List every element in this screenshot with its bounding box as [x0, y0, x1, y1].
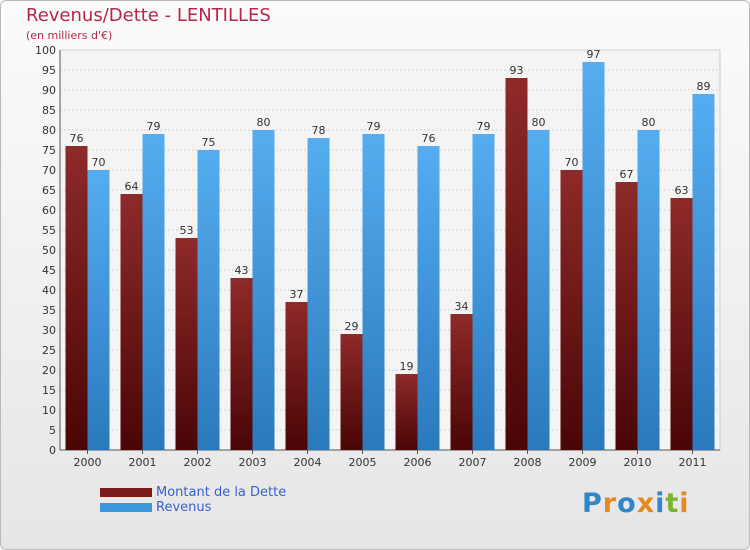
bar-revenus: [252, 130, 275, 450]
chart-legend: Montant de la Dette Revenus: [100, 485, 286, 515]
data-label-revenus: 97: [587, 48, 601, 61]
x-tick-label: 2008: [514, 456, 542, 469]
data-label-dette: 67: [620, 168, 634, 181]
data-label-revenus: 79: [477, 120, 491, 133]
y-tick-label: 25: [42, 344, 56, 357]
data-label-dette: 19: [400, 360, 414, 373]
x-tick-label: 2003: [239, 456, 267, 469]
data-label-revenus: 78: [312, 124, 326, 137]
bar-dette: [230, 278, 253, 450]
bar-dette: [285, 302, 308, 450]
bar-dette: [65, 146, 88, 450]
bar-dette: [615, 182, 638, 450]
y-tick-label: 10: [42, 404, 56, 417]
y-tick-label: 95: [42, 64, 56, 77]
bar-dette: [450, 314, 473, 450]
bar-revenus: [307, 138, 330, 450]
chart-subtitle: (en milliers d'€): [26, 29, 113, 42]
legend-label-revenus: Revenus: [156, 500, 212, 515]
data-label-revenus: 79: [367, 120, 381, 133]
data-label-revenus: 79: [147, 120, 161, 133]
y-tick-label: 35: [42, 304, 56, 317]
y-tick-label: 45: [42, 264, 56, 277]
data-label-dette: 34: [455, 300, 469, 313]
y-tick-label: 80: [42, 124, 56, 137]
data-label-revenus: 80: [532, 116, 546, 129]
y-tick-label: 20: [42, 364, 56, 377]
bar-dette: [395, 374, 418, 450]
data-label-dette: 63: [675, 184, 689, 197]
bar-dette: [505, 78, 528, 450]
bar-revenus: [637, 130, 660, 450]
data-label-revenus: 70: [92, 156, 106, 169]
y-tick-label: 85: [42, 104, 56, 117]
y-tick-label: 30: [42, 324, 56, 337]
data-label-dette: 43: [235, 264, 249, 277]
x-tick-label: 2000: [74, 456, 102, 469]
x-tick-label: 2007: [459, 456, 487, 469]
bar-dette: [670, 198, 693, 450]
bar-revenus: [362, 134, 385, 450]
bar-revenus: [472, 134, 495, 450]
x-tick-label: 2001: [129, 456, 157, 469]
bar-dette: [560, 170, 583, 450]
data-label-revenus: 75: [202, 136, 216, 149]
y-tick-label: 75: [42, 144, 56, 157]
bar-revenus: [87, 170, 110, 450]
bar-revenus: [197, 150, 220, 450]
data-label-revenus: 76: [422, 132, 436, 145]
bar-dette: [120, 194, 143, 450]
y-tick-label: 65: [42, 184, 56, 197]
bar-revenus: [417, 146, 440, 450]
plot-area: [59, 49, 721, 451]
legend-item-revenus: Revenus: [100, 500, 286, 515]
bar-dette: [175, 238, 198, 450]
data-label-revenus: 80: [257, 116, 271, 129]
data-label-dette: 64: [125, 180, 139, 193]
bar-dette: [340, 334, 363, 450]
legend-item-dette: Montant de la Dette: [100, 485, 286, 500]
legend-swatch-dette: [100, 488, 152, 497]
y-tick-label: 90: [42, 84, 56, 97]
bar-revenus: [582, 62, 605, 450]
y-tick-label: 70: [42, 164, 56, 177]
data-label-dette: 70: [565, 156, 579, 169]
x-tick-label: 2009: [569, 456, 597, 469]
chart-title: Revenus/Dette - LENTILLES: [26, 5, 271, 26]
data-label-revenus: 89: [697, 80, 711, 93]
bar-revenus: [142, 134, 165, 450]
x-tick-label: 2004: [294, 456, 322, 469]
data-label-dette: 76: [70, 132, 84, 145]
y-tick-label: 100: [35, 44, 56, 57]
y-tick-label: 40: [42, 284, 56, 297]
bar-revenus: [692, 94, 715, 450]
x-tick-label: 2002: [184, 456, 212, 469]
legend-label-dette: Montant de la Dette: [156, 485, 287, 500]
x-tick-label: 2011: [679, 456, 707, 469]
legend-swatch-revenus: [100, 503, 152, 512]
x-tick-label: 2005: [349, 456, 377, 469]
data-label-dette: 93: [510, 64, 524, 77]
data-label-dette: 37: [290, 288, 304, 301]
x-tick-label: 2010: [624, 456, 652, 469]
y-tick-label: 55: [42, 224, 56, 237]
proxiti-logo: Proxiti: [582, 488, 690, 519]
data-label-dette: 29: [345, 320, 359, 333]
y-tick-label: 15: [42, 384, 56, 397]
y-tick-label: 60: [42, 204, 56, 217]
x-tick-label: 2006: [404, 456, 432, 469]
y-tick-label: 5: [49, 424, 56, 437]
y-tick-label: 50: [42, 244, 56, 257]
data-label-dette: 53: [180, 224, 194, 237]
y-tick-label: 0: [49, 444, 56, 457]
data-label-revenus: 80: [642, 116, 656, 129]
bar-revenus: [527, 130, 550, 450]
